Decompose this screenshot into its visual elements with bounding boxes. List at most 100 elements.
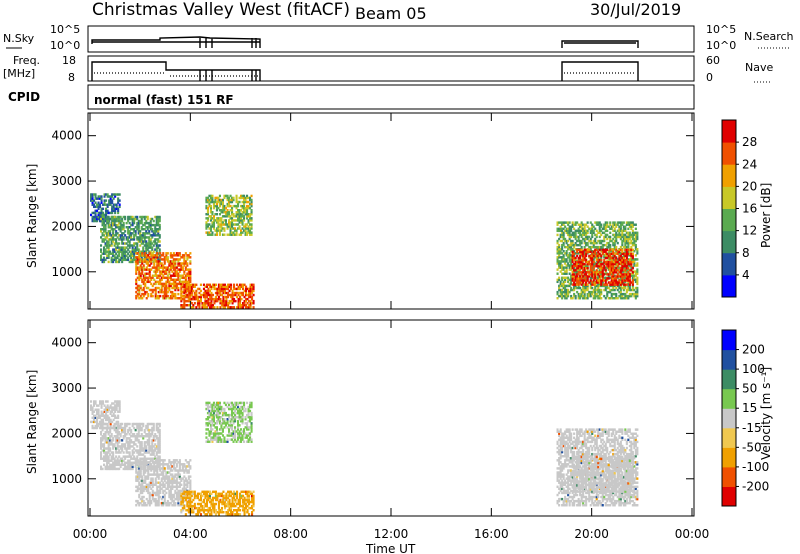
echo-cell <box>108 211 111 215</box>
echo-cell <box>127 455 130 458</box>
echo-cell <box>580 274 583 277</box>
echo-cell <box>247 225 250 228</box>
echo-cell <box>181 469 184 472</box>
echo-cell <box>601 227 604 231</box>
echo-cell <box>601 267 604 270</box>
echo-cell <box>205 231 208 234</box>
echo-cell <box>130 467 133 471</box>
echo-cell <box>110 459 113 462</box>
echo-cell <box>174 461 177 464</box>
echo-cell <box>586 294 589 298</box>
echo-cell <box>159 288 162 292</box>
echo-cell <box>615 258 618 262</box>
echo-cell <box>565 254 568 257</box>
echo-cell <box>232 227 235 230</box>
echo-cell <box>104 430 107 434</box>
echo-cell <box>118 451 121 454</box>
echo-cell <box>582 260 585 263</box>
echo-cell <box>165 286 168 290</box>
echo-cell <box>631 272 634 275</box>
echo-cell <box>113 219 116 223</box>
echo-cell <box>119 433 122 436</box>
echo-cell <box>625 256 628 260</box>
echo-cell <box>239 297 242 301</box>
echo-cell <box>118 467 121 471</box>
echo-cell <box>215 221 218 224</box>
echo-cell <box>152 435 155 438</box>
echo-cell <box>172 459 175 462</box>
echo-cell <box>138 268 141 271</box>
echo-cell <box>142 489 145 493</box>
echo-cell <box>600 292 603 296</box>
echo-cell <box>589 279 592 282</box>
echo-cell <box>205 289 208 293</box>
echo-cell <box>160 254 163 257</box>
echo-cell <box>113 445 116 448</box>
echo-cell <box>213 299 216 303</box>
echo-cell <box>562 266 565 269</box>
echo-cell <box>226 204 229 208</box>
echo-cell <box>113 435 116 438</box>
echo-cell <box>205 295 208 299</box>
echo-cell <box>199 295 202 299</box>
echo-cell <box>621 223 624 226</box>
echo-cell <box>151 491 154 495</box>
echo-cell <box>136 499 139 503</box>
echo-cell <box>209 211 212 214</box>
echo-cell <box>100 414 103 418</box>
echo-cell <box>615 225 618 228</box>
echo-cell <box>583 250 586 253</box>
echo-cell <box>217 283 220 287</box>
echo-cell <box>570 239 573 243</box>
echo-cell <box>147 487 150 491</box>
echo-cell <box>128 234 131 237</box>
echo-cell <box>125 439 128 442</box>
echo-cell <box>634 297 637 300</box>
echo-cell <box>570 297 573 300</box>
echo-cell <box>163 477 166 480</box>
echo-cell <box>101 457 104 460</box>
echo-cell <box>612 286 615 290</box>
echo-cell <box>192 306 195 309</box>
echo-cell <box>137 238 140 241</box>
echo-cell <box>622 276 625 280</box>
echo-cell <box>148 463 151 466</box>
echo-cell <box>562 282 565 286</box>
echo-cell <box>564 280 567 284</box>
echo-cell <box>208 293 211 297</box>
echo-cell <box>612 225 615 228</box>
echo-cell <box>181 266 184 269</box>
echo-cell <box>104 250 107 253</box>
echo-cell <box>143 215 146 219</box>
echo-cell <box>117 422 120 426</box>
echo-cell <box>227 293 230 297</box>
echo-cell <box>238 200 241 204</box>
echo-cell <box>136 435 139 438</box>
echo-cell <box>619 269 622 272</box>
echo-cell <box>231 219 234 222</box>
echo-cell <box>588 227 591 231</box>
echo-cell <box>166 471 169 474</box>
echo-cell <box>251 295 254 299</box>
echo-cell <box>597 297 600 300</box>
echo-cell <box>157 428 160 432</box>
echo-cell <box>186 299 189 303</box>
echo-cell <box>588 290 591 294</box>
echo-cell <box>148 238 151 241</box>
echo-cell <box>201 293 204 297</box>
colorbar-tick-label: 8 <box>742 246 750 260</box>
echo-cell <box>228 302 231 305</box>
echo-cell <box>226 211 229 214</box>
echo-cell <box>145 424 148 428</box>
echo-cell <box>249 217 252 220</box>
echo-cell <box>586 229 589 233</box>
echo-cell <box>169 266 172 269</box>
echo-cell <box>241 196 244 200</box>
echo-cell <box>166 467 169 470</box>
echo-cell <box>249 231 252 234</box>
echo-cell <box>573 284 576 288</box>
echo-cell <box>107 467 110 471</box>
echo-cell <box>169 493 172 497</box>
echo-cell <box>107 455 110 458</box>
echo-cell <box>202 283 205 287</box>
